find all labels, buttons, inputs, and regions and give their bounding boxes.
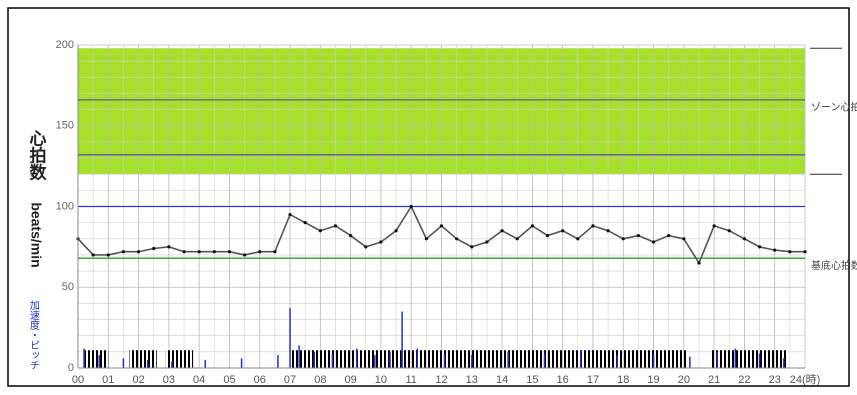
heart-rate-point [349,233,353,238]
heart-rate-point [106,253,110,257]
heart-rate-point [197,250,201,254]
x-tick-label: 00 [72,374,84,386]
x-tick-label: 16 [557,374,569,386]
heart-rate-point [712,224,716,228]
heart-rate-point [545,233,550,238]
y2-label: 加速度・ピッチ [27,300,39,370]
heart-rate-point [455,237,459,241]
heart-rate-point [379,240,383,244]
heart-rate-point [167,245,171,249]
pitch-span [165,350,194,368]
heart-rate-point [424,237,428,241]
x-tick-label: 20 [678,374,690,386]
x-tick-label: 15 [526,374,538,386]
heart-rate-point [243,253,247,257]
x-tick-label: 13 [466,374,478,386]
heart-rate-point [773,248,777,252]
heart-rate-point [515,237,519,241]
x-tick-label: 08 [314,374,326,386]
heart-rate-point [227,250,232,254]
x-tick-label: 23 [769,374,781,386]
base-label: 基底心拍数 [811,259,857,272]
heart-rate-point [212,250,216,254]
heart-rate-point [136,250,141,254]
y-tick-label: 150 [56,120,74,132]
y-unit: beats/min [28,202,44,267]
heart-rate-point [500,229,504,233]
y-tick-label: 200 [56,39,74,51]
heart-rate-point [621,237,625,241]
x-tick-label: 09 [345,374,357,386]
x-tick-label: 12 [435,374,447,386]
heart-rate-point [757,245,762,249]
heart-rate-point [803,250,807,254]
heart-rate-point [667,233,671,238]
heart-rate-point [152,246,156,251]
pitch-span [290,350,687,368]
heart-rate-point [318,229,322,233]
heart-rate-point [788,250,792,254]
heart-rate-point [636,233,640,238]
zone-label: ゾーン心拍数 [811,101,857,114]
x-tick-label: 17 [587,374,599,386]
heart-rate-point [530,224,534,228]
x-tick-label: 14 [496,374,508,386]
heart-rate-point [470,245,474,249]
x-tick-label: 06 [254,374,266,386]
heart-rate-point [121,250,126,254]
x-tick-label: 05 [223,374,235,386]
x-tick-label: 22 [738,374,750,386]
heart-rate-point [682,237,686,241]
x-tick-label: 02 [132,374,144,386]
heart-rate-point [333,224,338,228]
heart-rate-point [439,224,444,228]
heart-rate-point [697,261,701,265]
heart-rate-point [742,237,747,241]
pitch-span [711,350,787,368]
heart-rate-point [364,245,368,249]
heart-rate-point [273,250,277,254]
x-tick-label: 11 [405,374,416,386]
x-tick-label: 21 [708,374,720,386]
heart-rate-point [485,240,489,244]
x-tick-label: 19 [647,374,659,386]
y-tick-label: 0 [68,362,74,374]
heart-rate-point [561,229,565,233]
heart-rate-point [576,237,580,241]
x-tick-label: 04 [193,374,205,386]
x-tick-label: 24(時) [790,373,821,386]
heart-rate-point [288,212,292,217]
x-tick-label: 18 [617,374,629,386]
heart-rate-point [303,221,307,225]
x-tick-label: 03 [163,374,175,386]
y-tick-label: 100 [56,200,74,212]
pitch-span [84,350,109,368]
heart-rate-point [591,224,595,228]
x-tick-label: 10 [375,374,387,386]
heart-rate-point [727,229,731,233]
heart-rate-point [606,229,610,233]
heart-rate-point [91,253,95,257]
heart-rate-point [182,250,186,254]
y-label: 心拍数 [27,129,47,181]
heart-rate-point [409,204,413,209]
heart-rate-point [651,240,656,244]
x-tick-label: 01 [102,374,114,386]
y-tick-label: 50 [62,281,74,293]
x-tick-label: 07 [284,374,296,386]
heart-rate-point [258,250,262,254]
heart-rate-point [394,229,398,233]
pitch-span [129,350,157,368]
